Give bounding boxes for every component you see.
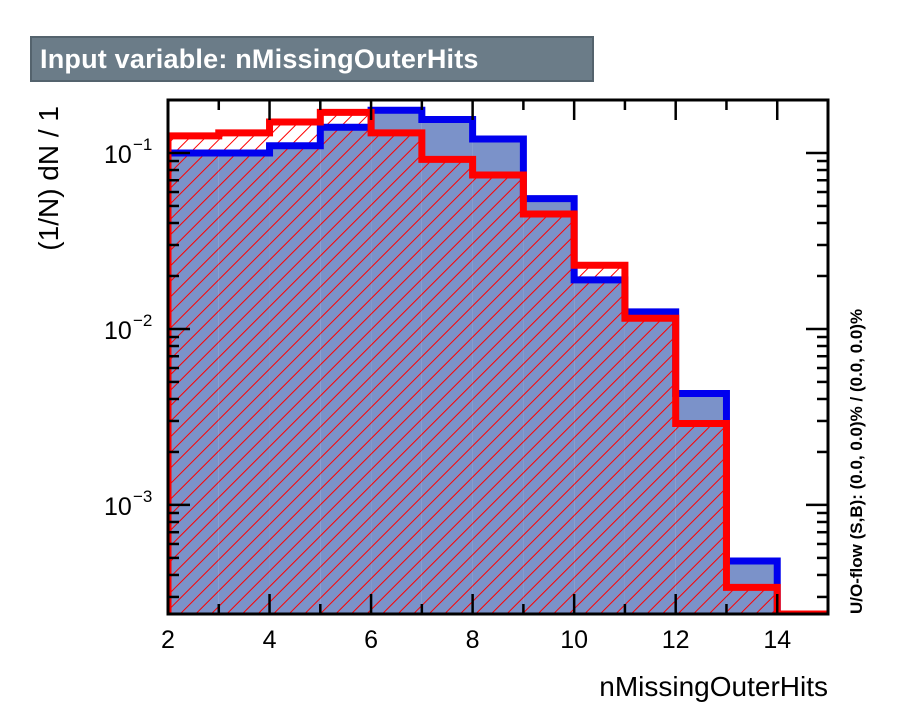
background-bar-12 <box>675 423 727 614</box>
y-tick-label-exponent: −3 <box>133 487 152 506</box>
y-tick-label: 10 <box>104 317 132 345</box>
chart-title: Input variable: nMissingOuterHits <box>40 43 479 74</box>
y-tick-label: 10 <box>104 493 132 521</box>
x-axis-label: nMissingOuterHits <box>599 671 828 702</box>
y-tick-label: 10 <box>104 141 132 169</box>
background-bar-3 <box>218 132 270 614</box>
background-bar-9 <box>523 214 575 614</box>
x-tick-label: 10 <box>560 626 588 654</box>
chart-title-box: Input variable: nMissingOuterHits <box>30 36 594 82</box>
signal-outline <box>168 106 828 614</box>
x-tick-label: 6 <box>364 626 378 654</box>
background-bar-8 <box>472 174 524 614</box>
x-tick-label: 12 <box>662 626 690 654</box>
background-bar-2 <box>168 135 219 614</box>
y-tick-label-exponent: −1 <box>133 135 152 154</box>
background-bar-11 <box>624 318 676 614</box>
axis-ticks <box>166 98 830 614</box>
background-bar-7 <box>421 159 473 614</box>
y-tick-label-exponent: −2 <box>133 311 152 330</box>
x-tick-label: 8 <box>466 626 480 654</box>
x-tick-label: 2 <box>161 626 175 654</box>
background-bar-5 <box>320 112 372 614</box>
background-hatch <box>168 112 778 614</box>
y-axis-label: (1/N) dN / 1 <box>33 106 64 251</box>
background-bar-10 <box>574 265 625 614</box>
overflow-label: U/O-flow (S,B): (0.0, 0.0)% / (0.0, 0.0)… <box>847 309 866 614</box>
background-line <box>168 108 828 614</box>
x-tick-label: 4 <box>263 626 277 654</box>
background-bar-4 <box>269 121 321 614</box>
background-bar-6 <box>371 132 422 614</box>
background-bar-13 <box>726 587 778 614</box>
x-tick-label: 14 <box>763 626 791 654</box>
signal-line <box>168 106 828 614</box>
background-outline <box>168 108 828 614</box>
